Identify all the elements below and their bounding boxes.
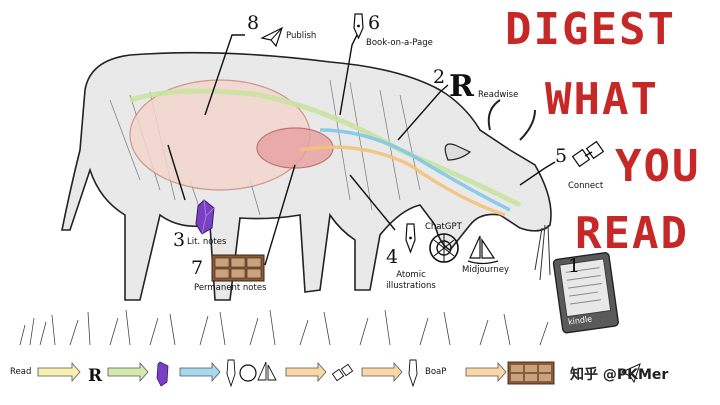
grass bbox=[19, 309, 549, 346]
flow-arrow-6 bbox=[465, 361, 507, 383]
flow-blue bbox=[319, 128, 511, 212]
step-3-number: 3 bbox=[173, 229, 186, 251]
step-3-label: Lit. notes bbox=[187, 237, 227, 247]
paper-plane-icon bbox=[260, 26, 284, 48]
midjourney-sailboat-icon bbox=[467, 235, 499, 265]
bottom-crystal-icon bbox=[156, 361, 169, 387]
step-4-label: Atomic illustrations bbox=[386, 270, 436, 291]
flow-read-label: Read bbox=[10, 367, 32, 377]
kindle-device-icon bbox=[552, 252, 619, 334]
pen-nib-icon bbox=[353, 13, 364, 40]
bottom-drawer-icon bbox=[507, 361, 555, 385]
watermark: 知乎 @PKMer bbox=[570, 367, 669, 383]
step-8-label: Publish bbox=[286, 31, 317, 41]
bottom-plane-icon bbox=[620, 363, 641, 384]
flow-boap-label: BoaP bbox=[425, 367, 447, 377]
flow-arrow-1 bbox=[37, 361, 81, 383]
step-1-number: 1 bbox=[568, 255, 581, 277]
plug-connect-icon bbox=[571, 140, 605, 168]
flow-orange bbox=[299, 145, 506, 217]
step-6-number: 6 bbox=[368, 12, 381, 34]
pen-nib-icon bbox=[405, 223, 416, 254]
purple-crystal-icon bbox=[195, 199, 215, 235]
bottom-plug-icon bbox=[331, 363, 354, 382]
readwise-r-icon: R bbox=[449, 69, 475, 104]
title-line-4: READ bbox=[575, 208, 689, 259]
pointer-lines bbox=[167, 34, 556, 266]
chatgpt-label: ChatGPT bbox=[425, 222, 462, 232]
flow-arrow-2 bbox=[107, 361, 149, 383]
bottom-pen-icon bbox=[226, 359, 236, 388]
flow-arrow-5 bbox=[361, 361, 403, 383]
step-2-number: 2 bbox=[433, 66, 446, 88]
chatgpt-icon bbox=[429, 233, 459, 263]
flow-green bbox=[129, 88, 522, 208]
bottom-pen-icon-2 bbox=[408, 359, 418, 388]
bottom-sailboat-icon bbox=[257, 361, 277, 381]
step-7-number: 7 bbox=[191, 257, 204, 279]
step-5-number: 5 bbox=[555, 145, 568, 167]
title-line-1: DIGEST bbox=[505, 4, 676, 55]
step-4-number: 4 bbox=[386, 246, 399, 268]
step-7-label: Permanent notes bbox=[194, 283, 267, 293]
flow-arrow-4 bbox=[285, 361, 327, 383]
bottom-chatgpt-icon bbox=[239, 364, 257, 382]
midjourney-label: Midjourney bbox=[462, 265, 510, 275]
step-6-label: Book-on-a-Page bbox=[366, 38, 433, 48]
svg-text:R: R bbox=[449, 69, 475, 104]
flow-arrow-3 bbox=[179, 361, 221, 383]
title-line-2: WHAT bbox=[545, 74, 659, 125]
step-2-label: Readwise bbox=[478, 90, 519, 100]
bottom-r-icon: R bbox=[88, 366, 103, 386]
step-8-number: 8 bbox=[247, 12, 260, 34]
step-5-label: Connect bbox=[568, 181, 604, 191]
title-line-3: YOU bbox=[615, 141, 701, 192]
bottom-flow-row: R bbox=[37, 359, 641, 388]
card-drawer-icon bbox=[211, 254, 265, 282]
